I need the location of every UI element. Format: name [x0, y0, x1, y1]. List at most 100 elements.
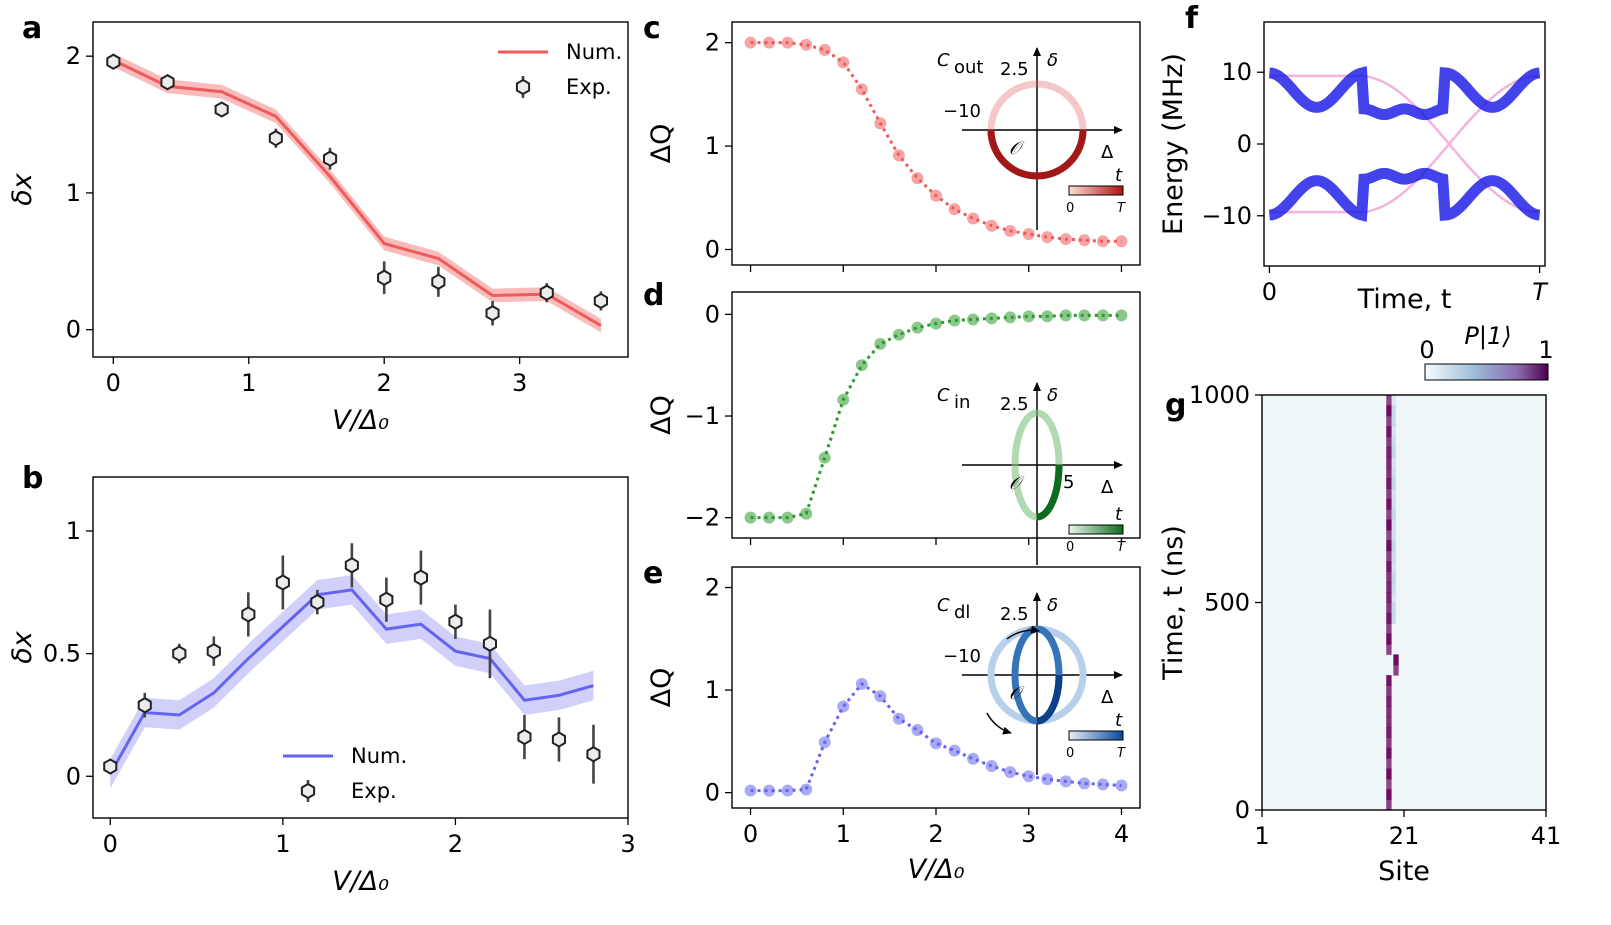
num-line	[108, 588, 594, 775]
heatmap-cell	[1386, 706, 1392, 718]
heatmap-cell	[1391, 467, 1396, 479]
inset-y-axis-label: δ	[1047, 385, 1058, 406]
heatmap-cell	[1386, 405, 1392, 417]
inset-ytick: 2.5	[1000, 394, 1029, 415]
dq-point	[874, 117, 887, 130]
legend-num-label: Num.	[566, 40, 622, 64]
colorbar-min-label: 0	[1419, 336, 1434, 364]
heatmap-cell	[1386, 747, 1392, 759]
dq-point	[837, 56, 850, 69]
inset-title-sub: dl	[954, 602, 970, 623]
heatmap-cell	[1386, 716, 1392, 728]
heatmap-cell	[1386, 644, 1392, 655]
dq-point	[948, 203, 961, 216]
dq-point	[930, 317, 942, 330]
heatmap-cell	[1391, 488, 1396, 500]
dq-point	[1115, 779, 1128, 792]
dq-point	[1059, 775, 1072, 788]
inset-colorbar-max: T	[1117, 540, 1126, 555]
heatmap-cell	[1386, 592, 1392, 603]
heatmap-cell	[1391, 581, 1396, 593]
inset-colorbar	[1068, 524, 1124, 535]
x-tick-label: T	[1532, 278, 1549, 306]
dq-point	[818, 451, 831, 464]
inset-colorbar-label: t	[1115, 710, 1123, 731]
inset-ytick: 2.5	[1000, 604, 1029, 625]
plot-frame	[92, 21, 629, 358]
heatmap-cell	[1391, 405, 1396, 417]
panel-label-a: a	[22, 11, 42, 46]
x-axis-label: V/Δ₀	[332, 405, 389, 436]
y-axis-label: Time, t (ns)	[1158, 525, 1189, 681]
heatmap-cell	[1386, 457, 1392, 469]
heatmap-cell	[1391, 509, 1396, 520]
exp-point	[413, 569, 428, 586]
inset-colorbar-max: T	[1117, 746, 1126, 761]
exp-point	[137, 697, 152, 714]
panel-label-d: d	[643, 278, 664, 313]
heatmap-cell	[1391, 426, 1396, 437]
dq-point	[855, 83, 868, 96]
inset-colorbar-label: t	[1115, 504, 1123, 525]
x-tick-label: 0	[106, 369, 121, 397]
dq-point	[967, 752, 980, 765]
heatmap-cell	[1386, 571, 1392, 583]
heatmap-cell	[1386, 529, 1392, 541]
loop-direction-arrow	[986, 712, 1012, 735]
dq-point	[1115, 235, 1128, 248]
heatmap-cell	[1386, 467, 1392, 479]
heatmap-cell	[1391, 498, 1396, 510]
dq-point	[781, 36, 794, 49]
dq-point	[1078, 234, 1091, 247]
edge-state-line	[1269, 74, 1540, 214]
inset-colorbar-min: 0	[1066, 540, 1074, 555]
dq-point	[1022, 310, 1035, 323]
heatmap-cell	[1386, 768, 1392, 780]
heatmap-cell	[1391, 436, 1396, 448]
legend-num-label: Num.	[351, 744, 407, 768]
legend-exp-label: Exp.	[566, 75, 612, 99]
inset-colorbar	[1068, 730, 1124, 741]
inset-title: C	[937, 50, 950, 71]
x-axis-label: Time, t	[1357, 284, 1452, 315]
y-tick-label: −10	[1201, 202, 1252, 230]
heatmap-cell	[1386, 758, 1392, 769]
upper-band	[1268, 66, 1541, 121]
x-tick-label: 3	[512, 369, 527, 397]
dq-point	[1041, 773, 1054, 786]
inset-colorbar-label: t	[1115, 165, 1123, 186]
inset-origin-label: 𝒪	[1009, 473, 1025, 494]
panel-c-chart: 0 1 2 ΔQ C out 2.5 δ −10 𝒪 Δt 0 T	[646, 21, 1141, 272]
heatmap-cell	[1386, 685, 1392, 697]
heatmap-cell	[1386, 695, 1392, 707]
dq-point	[930, 189, 942, 202]
y-axis-label: δx	[7, 630, 38, 664]
dq-point	[1096, 309, 1109, 322]
heatmap-cell	[1391, 478, 1396, 489]
heatmap-cell	[1386, 633, 1392, 645]
exp-point	[431, 273, 446, 290]
heatmap-cell	[1391, 571, 1396, 583]
inset-x-axis-label: Δ	[1101, 687, 1114, 708]
heatmap-cell	[1386, 581, 1392, 593]
heatmap-cell	[1386, 498, 1392, 510]
legend-exp-label: Exp.	[351, 779, 397, 803]
heatmap-cell	[1386, 436, 1392, 448]
exp-point	[275, 574, 290, 591]
dq-point	[948, 744, 961, 757]
heatmap-cell	[1386, 727, 1392, 738]
loop-c-dl-dark	[1036, 674, 1063, 725]
panel-label-e: e	[643, 556, 663, 591]
y-tick-label: 1	[66, 517, 81, 545]
exp-point	[379, 591, 394, 608]
dq-point	[744, 36, 757, 49]
inset-title-sub: in	[954, 392, 970, 413]
heatmap-cell	[1386, 737, 1392, 749]
y-tick-label: 10	[1221, 58, 1252, 86]
panel-label-g: g	[1165, 388, 1186, 423]
heatmap-cell	[1391, 457, 1396, 469]
inset-colorbar-min: 0	[1066, 201, 1074, 216]
dq-point	[781, 511, 794, 524]
exp-point	[551, 731, 566, 748]
